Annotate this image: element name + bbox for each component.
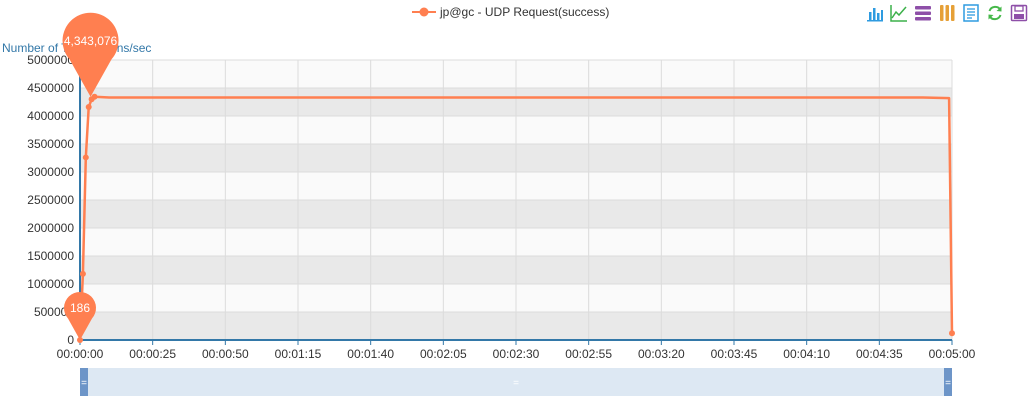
y-tick-label: 0 — [67, 333, 74, 347]
x-tick-label: 00:02:05 — [420, 347, 467, 361]
y-tick-label: 2000000 — [27, 221, 74, 235]
series-point — [91, 93, 98, 100]
x-tick-label: 00:00:50 — [202, 347, 249, 361]
zoom-handle-left[interactable] — [80, 368, 88, 396]
save-image-icon[interactable] — [1009, 3, 1029, 23]
y-tick-label: 4500000 — [27, 81, 74, 95]
x-tick-label: 00:04:35 — [856, 347, 903, 361]
legend[interactable]: jp@gc - UDP Request(success) — [412, 3, 609, 21]
y-tick-label: 4000000 — [27, 109, 74, 123]
line-chart-icon[interactable] — [889, 3, 909, 23]
y-tick-label: 3000000 — [27, 165, 74, 179]
x-tick-label: 00:02:55 — [565, 347, 612, 361]
x-tick-label: 00:01:40 — [347, 347, 394, 361]
series-point — [85, 104, 92, 111]
max-marker — [62, 12, 119, 97]
zoom-slider-track — [80, 368, 952, 396]
series-point — [82, 154, 89, 161]
x-tick-label: 00:02:30 — [493, 347, 540, 361]
zoom-center-grip: = — [513, 378, 519, 389]
data-view-icon[interactable] — [961, 3, 981, 23]
min-marker — [64, 291, 96, 340]
zoom-handle-left-grip: = — [81, 378, 87, 389]
x-tick-label: 00:03:45 — [711, 347, 758, 361]
zoom-handle-right[interactable] — [944, 368, 952, 396]
zoom-handle-right-grip: = — [945, 378, 951, 389]
y-tick-label: 5000000 — [27, 53, 74, 67]
x-tick-label: 00:03:20 — [638, 347, 685, 361]
legend-line-icon — [412, 7, 436, 17]
y-tick-label: 1000000 — [27, 277, 74, 291]
x-tick-label: 00:05:00 — [929, 347, 976, 361]
series-point — [79, 270, 86, 277]
tiled-icon[interactable] — [937, 3, 957, 23]
x-tick-label: 00:01:15 — [275, 347, 322, 361]
x-tick-label: 00:04:10 — [783, 347, 830, 361]
restore-icon[interactable] — [985, 3, 1005, 23]
y-tick-label: 2500000 — [27, 193, 74, 207]
legend-series-label: jp@gc - UDP Request(success) — [440, 5, 610, 19]
toolbox — [865, 3, 1029, 23]
x-tick-label: 00:00:00 — [57, 347, 104, 361]
max-marker-label: 4,343,076 — [64, 34, 118, 48]
stack-icon[interactable] — [913, 3, 933, 23]
series-point — [949, 330, 955, 337]
y-tick-label: 3500000 — [27, 137, 74, 151]
bar-chart-icon[interactable] — [865, 3, 885, 23]
x-tick-label: 00:00:25 — [129, 347, 176, 361]
y-tick-label: 1500000 — [27, 249, 74, 263]
min-marker-label: 186 — [70, 301, 90, 315]
